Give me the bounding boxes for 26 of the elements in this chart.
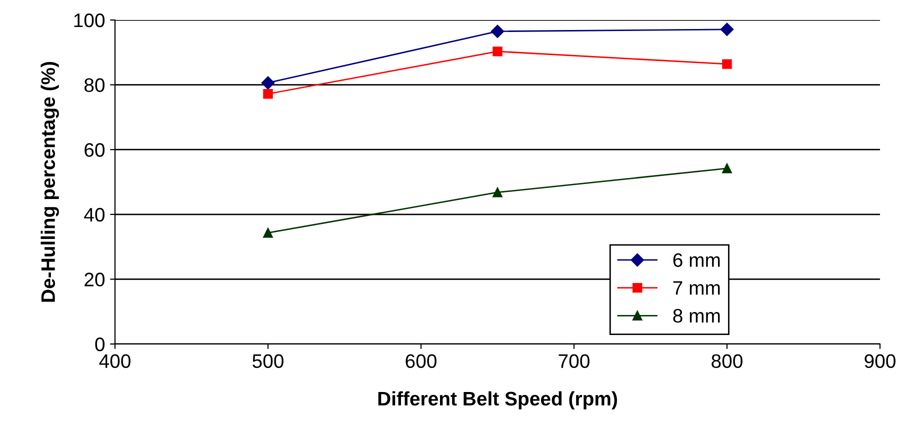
y-tick-label: 60 [84, 143, 105, 157]
x-tick-label: 900 [864, 354, 896, 368]
point [490, 24, 504, 38]
point [263, 89, 273, 99]
x-tick-label: 400 [99, 354, 130, 368]
point [263, 228, 273, 238]
point [261, 76, 275, 90]
point [492, 188, 502, 198]
point [492, 46, 502, 56]
x-tick-label: 500 [252, 354, 284, 368]
point [722, 164, 732, 174]
legend-label: 6 mm [673, 253, 720, 267]
y-tick-label: 0 [95, 337, 105, 352]
y-tick-label: 100 [74, 13, 105, 28]
point [720, 22, 734, 36]
y-tick-label: 20 [84, 272, 105, 286]
point [722, 59, 732, 69]
y-tick-label: 80 [84, 78, 105, 92]
x-tick-label: 800 [712, 354, 742, 368]
legend-label: 7 mm [673, 281, 720, 295]
x-axis-title: Different Belt Speed (rpm) [378, 391, 617, 410]
y-axis-title: De-Hulling percentage (%) [40, 62, 59, 302]
legend-label: 8 mm [673, 308, 720, 323]
x-tick-label: 600 [406, 354, 436, 368]
x-tick-label: 700 [558, 354, 590, 368]
y-tick-label: 40 [84, 208, 105, 222]
